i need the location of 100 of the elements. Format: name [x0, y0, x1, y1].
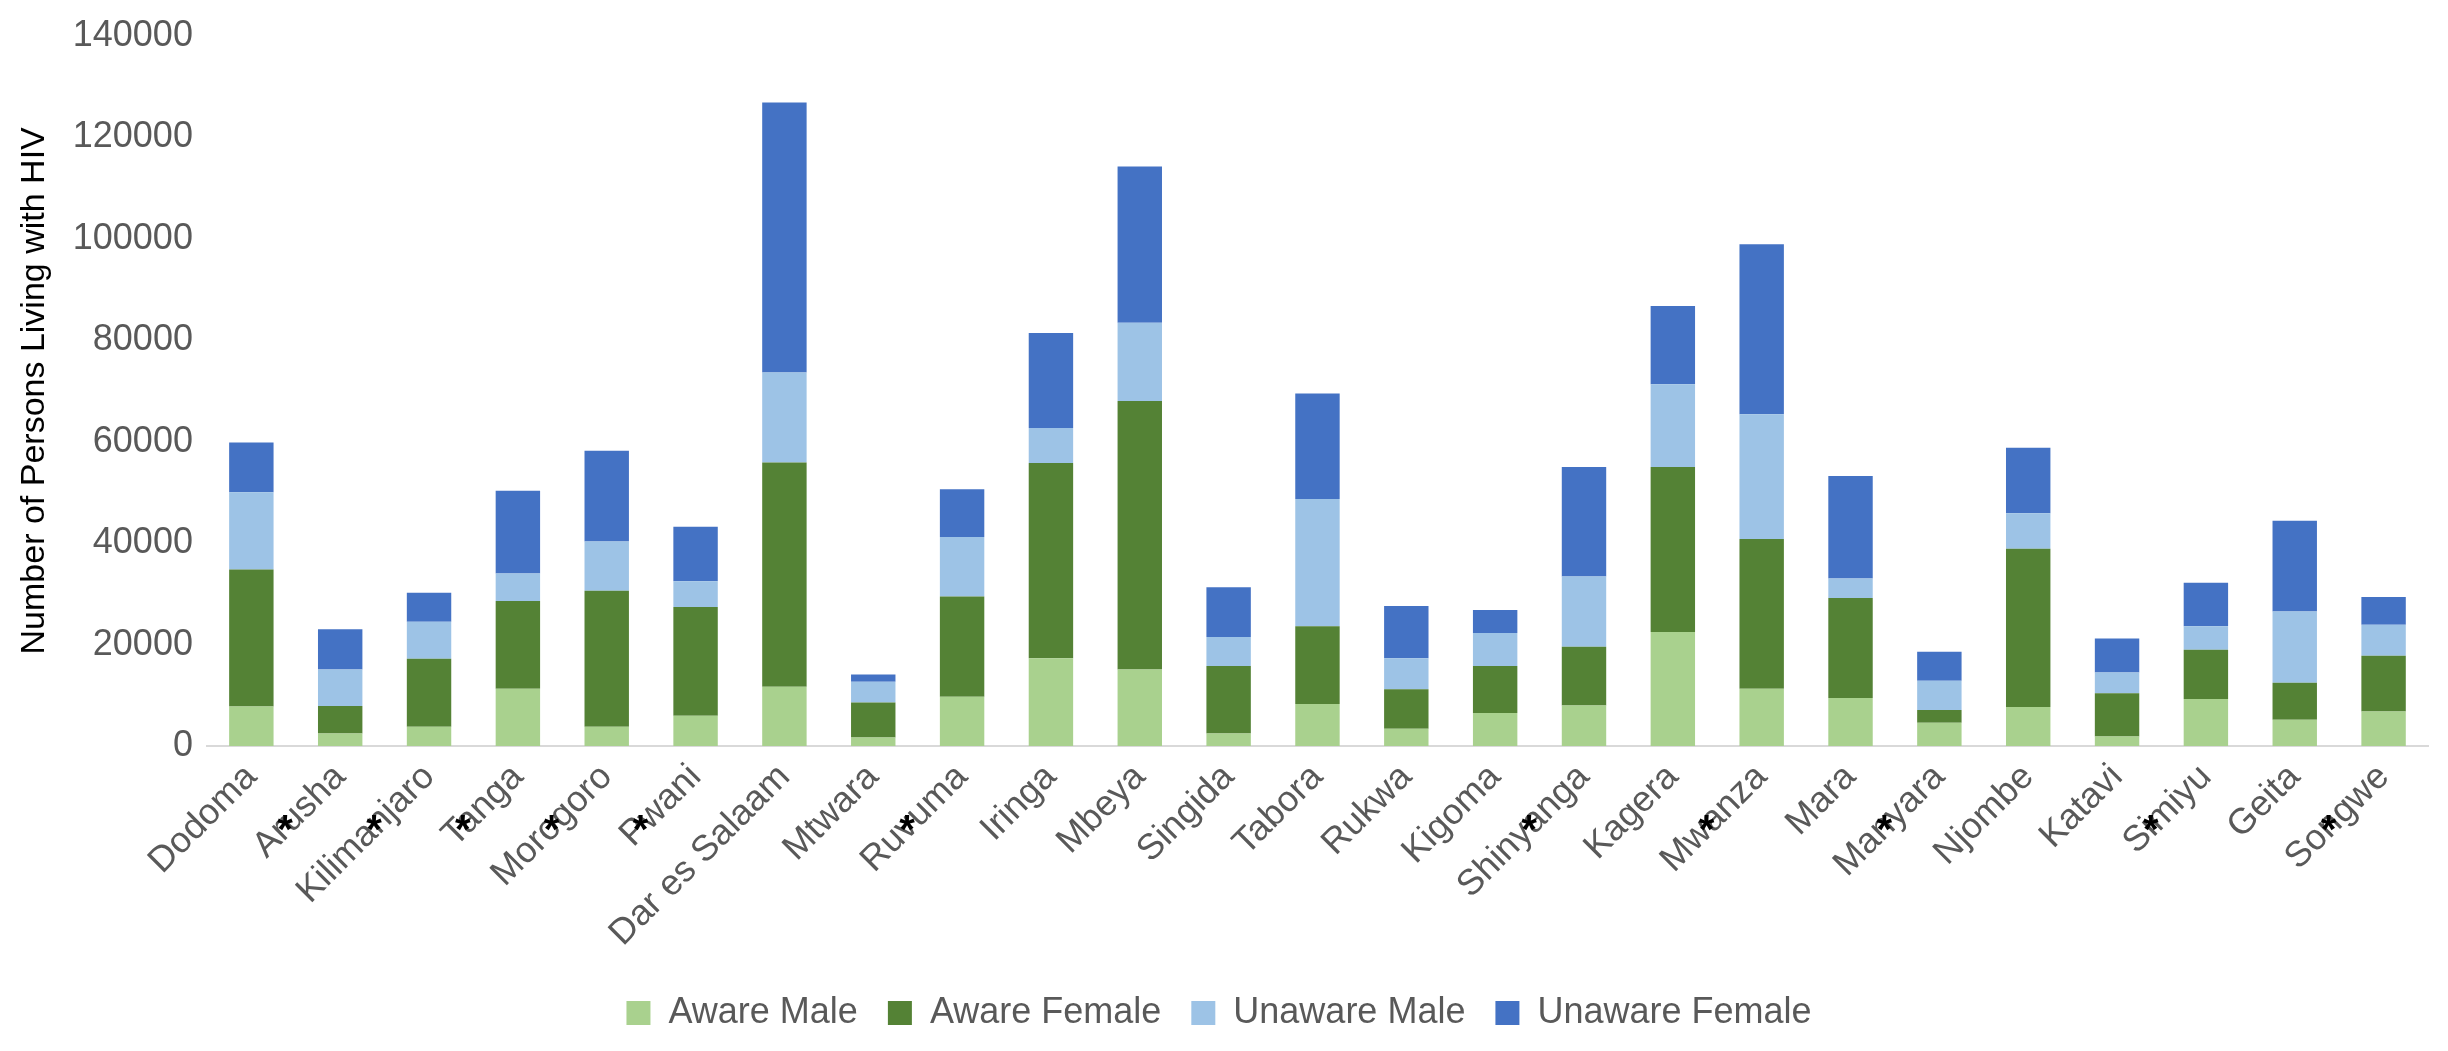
- bar: [2183, 582, 2229, 627]
- bar: [673, 607, 718, 716]
- bar: [2272, 719, 2317, 747]
- bar: [2272, 682, 2317, 720]
- bar: [2361, 711, 2406, 747]
- bar: [2094, 638, 2140, 673]
- y-tick-label: 0: [172, 723, 193, 765]
- bar: [229, 492, 274, 570]
- bar: [1028, 462, 1074, 659]
- bar: [673, 715, 718, 747]
- bar: [939, 537, 985, 597]
- bar: [1917, 680, 1962, 711]
- bar: [2006, 548, 2051, 708]
- bar: [1206, 733, 1251, 747]
- bar: [851, 674, 896, 682]
- bar: [1117, 401, 1162, 670]
- bar: [1650, 384, 1696, 467]
- bar: [1117, 669, 1162, 747]
- bar: [1472, 632, 1518, 666]
- bar: [1739, 688, 1784, 747]
- bar: [1295, 393, 1340, 499]
- bar: [1828, 697, 1873, 747]
- bar: [2361, 624, 2406, 656]
- bar: [851, 737, 896, 747]
- bar: [1828, 578, 1873, 598]
- bar: [406, 621, 452, 659]
- bar: [1295, 498, 1340, 627]
- bar: [317, 629, 363, 670]
- bar: [762, 372, 807, 463]
- bar: [2272, 611, 2317, 683]
- bar: [584, 450, 629, 542]
- bar: [762, 462, 807, 687]
- bar: [2094, 672, 2140, 694]
- y-tick-label: 60000: [92, 418, 193, 460]
- y-tick-label: 80000: [92, 317, 193, 359]
- bar: [673, 526, 718, 582]
- legend-label: Unaware Male: [1233, 989, 1466, 1031]
- bar: [2361, 655, 2406, 712]
- bar: [406, 726, 452, 747]
- bar: [1472, 610, 1518, 633]
- bar: [939, 596, 985, 697]
- bar: [1028, 658, 1074, 747]
- bar: [851, 681, 896, 703]
- bar: [1117, 166, 1162, 323]
- bar: [1384, 689, 1429, 729]
- bar: [762, 102, 807, 373]
- bar: [673, 581, 718, 608]
- legend-label: Aware Female: [929, 989, 1162, 1031]
- y-tick-label: 20000: [92, 621, 193, 663]
- bar: [317, 706, 363, 734]
- bar: [1206, 665, 1251, 734]
- bar: [1739, 414, 1784, 540]
- bar: [1384, 658, 1429, 690]
- bar: [495, 600, 541, 689]
- bar: [2006, 447, 2051, 514]
- legend-label: Aware Male: [668, 989, 858, 1031]
- bar: [584, 726, 629, 747]
- bar: [406, 658, 452, 727]
- bar: [495, 573, 541, 601]
- bar: [2183, 626, 2229, 650]
- bar: [1206, 587, 1251, 637]
- bar: [1561, 646, 1607, 706]
- y-tick-label: 120000: [72, 114, 193, 156]
- bar: [1828, 476, 1873, 579]
- legend-label: Unaware Female: [1537, 989, 1812, 1031]
- bar: [1828, 597, 1873, 698]
- bar: [2006, 707, 2051, 747]
- y-tick-label: 40000: [92, 520, 193, 562]
- bar: [2094, 693, 2140, 737]
- bar: [939, 696, 985, 747]
- bar: [1917, 722, 1962, 747]
- bar: [1561, 705, 1607, 747]
- bar: [851, 702, 896, 738]
- bar: [317, 733, 363, 747]
- bar: [939, 489, 985, 538]
- bar: [1295, 626, 1340, 704]
- bar: [229, 706, 274, 747]
- y-tick-label: 140000: [72, 12, 193, 54]
- bar: [1384, 728, 1429, 747]
- bar: [1117, 322, 1162, 401]
- bar: [1650, 306, 1696, 385]
- bar: [2094, 736, 2140, 747]
- bar: [1917, 710, 1962, 723]
- bar: [1650, 631, 1696, 747]
- bar: [1472, 713, 1518, 747]
- bar: [406, 592, 452, 622]
- bar: [1028, 332, 1074, 428]
- bar: [584, 590, 629, 727]
- bar: [2006, 513, 2051, 549]
- bar: [1028, 427, 1074, 463]
- bar: [584, 541, 629, 591]
- bar: [2361, 596, 2406, 625]
- bar: [1739, 244, 1784, 415]
- bar: [1206, 636, 1251, 666]
- bar: [2272, 520, 2317, 612]
- bar: [1295, 703, 1340, 747]
- y-axis-title: Number of Persons Living with HIV: [12, 126, 51, 655]
- bar: [495, 490, 541, 574]
- bar: [495, 688, 541, 747]
- bar: [317, 669, 363, 706]
